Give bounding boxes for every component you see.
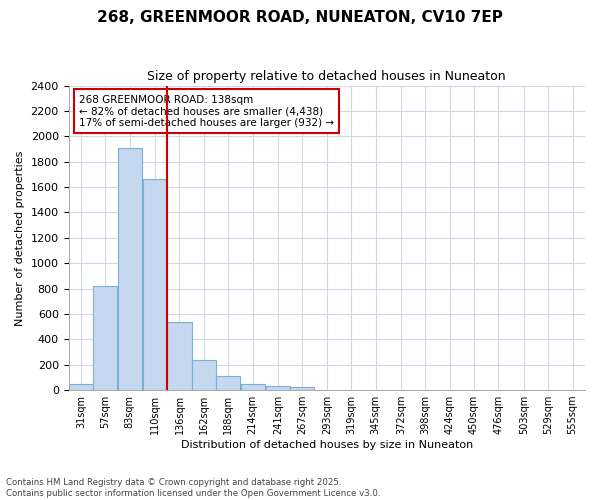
Bar (241, 384, 265, 390)
Bar (192, 360, 216, 390)
X-axis label: Distribution of detached houses by size in Nuneaton: Distribution of detached houses by size … (181, 440, 473, 450)
Y-axis label: Number of detached properties: Number of detached properties (15, 150, 25, 326)
Bar (216, 376, 241, 390)
Text: Contains HM Land Registry data © Crown copyright and database right 2025.
Contai: Contains HM Land Registry data © Crown c… (6, 478, 380, 498)
Text: 268 GREENMOOR ROAD: 138sqm
← 82% of detached houses are smaller (4,438)
17% of s: 268 GREENMOOR ROAD: 138sqm ← 82% of deta… (79, 94, 334, 128)
Bar (266, 386, 290, 390)
Bar (167, 322, 191, 390)
Text: 268, GREENMOOR ROAD, NUNEATON, CV10 7EP: 268, GREENMOOR ROAD, NUNEATON, CV10 7EP (97, 10, 503, 25)
Bar (118, 148, 142, 390)
Bar (69, 384, 93, 390)
Bar (290, 387, 314, 390)
Title: Size of property relative to detached houses in Nuneaton: Size of property relative to detached ho… (148, 70, 506, 83)
Bar (93, 286, 118, 390)
Bar (143, 180, 167, 390)
